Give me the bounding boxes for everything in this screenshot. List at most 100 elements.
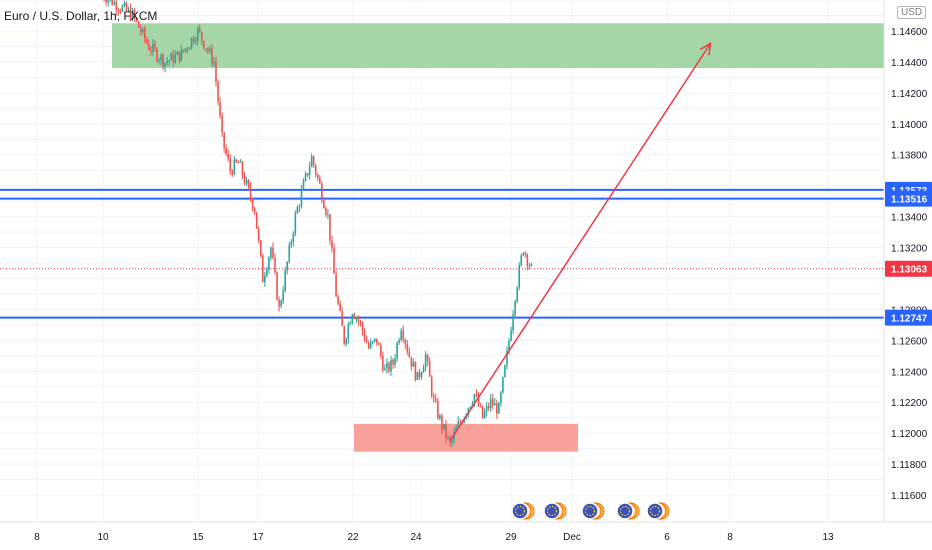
time-tick-label: 17 bbox=[252, 532, 264, 543]
price-tick-label: 1.13200 bbox=[891, 244, 928, 255]
candle-body bbox=[233, 159, 236, 175]
candle-body bbox=[404, 339, 407, 344]
candle-body bbox=[117, 10, 120, 12]
candle-body bbox=[394, 358, 396, 365]
candle-body bbox=[186, 48, 189, 50]
candle-body bbox=[310, 156, 313, 167]
candle-body bbox=[339, 303, 341, 311]
candle-body bbox=[493, 403, 496, 406]
eu-stars-icon bbox=[515, 506, 525, 516]
candle-body bbox=[496, 403, 498, 414]
candle-body bbox=[455, 427, 457, 432]
candle-body bbox=[113, 1, 116, 5]
time-axis[interactable]: 8 10 15 17 22 24 29 Dec 6 8 13 bbox=[34, 532, 834, 543]
candle-body bbox=[205, 48, 207, 50]
time-tick-label: 22 bbox=[347, 532, 359, 543]
candle-body bbox=[235, 159, 238, 162]
candle-body bbox=[292, 233, 295, 243]
candle-body bbox=[400, 330, 402, 341]
candle-body bbox=[270, 247, 272, 258]
candle-body bbox=[259, 240, 262, 256]
candle-body bbox=[321, 183, 323, 201]
flag-icon bbox=[581, 502, 599, 520]
candle-body bbox=[135, 17, 138, 22]
candle-body bbox=[172, 53, 175, 63]
candle-body bbox=[166, 61, 168, 63]
candle-body bbox=[156, 48, 158, 61]
price-axis[interactable]: 1.14600 1.14400 1.14200 1.14000 1.13800 1.134… bbox=[891, 27, 928, 502]
price-tick-label: 1.11800 bbox=[891, 460, 927, 471]
candle-body bbox=[428, 361, 431, 377]
candle-body bbox=[300, 189, 303, 207]
candle-body bbox=[422, 367, 425, 373]
candle-body bbox=[325, 208, 327, 215]
candle-body bbox=[245, 179, 248, 184]
candle-body bbox=[264, 275, 266, 283]
candle-body bbox=[396, 342, 398, 359]
candle-body bbox=[227, 153, 230, 159]
candle-body bbox=[266, 269, 268, 276]
candle-body bbox=[318, 177, 321, 184]
candle-body bbox=[351, 314, 354, 323]
candle-body bbox=[286, 261, 289, 271]
currency-badge[interactable]: USD bbox=[897, 6, 927, 19]
candle-body bbox=[188, 47, 191, 50]
candle-body bbox=[363, 331, 366, 340]
price-label-bg bbox=[885, 190, 932, 207]
price-tick-label: 1.11600 bbox=[891, 491, 927, 502]
price-tick-label: 1.14400 bbox=[891, 58, 928, 69]
candle-body bbox=[298, 206, 301, 208]
candle-body bbox=[520, 255, 523, 266]
price-label-text: 1.13063 bbox=[891, 265, 928, 276]
candle-body bbox=[219, 101, 221, 116]
candle-body bbox=[247, 179, 250, 187]
candle-body bbox=[192, 37, 195, 43]
candle-body bbox=[386, 362, 388, 369]
time-tick-label: 29 bbox=[505, 532, 517, 543]
candle-body bbox=[180, 49, 183, 61]
candle-body bbox=[508, 340, 510, 351]
candle-body bbox=[164, 62, 166, 67]
candle-body bbox=[479, 406, 482, 408]
candle-body bbox=[284, 270, 286, 291]
candle-body bbox=[241, 161, 244, 176]
candle-body bbox=[414, 362, 417, 380]
candle-body bbox=[491, 398, 494, 406]
candle-body bbox=[353, 314, 356, 319]
candle-body bbox=[485, 405, 488, 412]
candle-body bbox=[129, 8, 132, 20]
candle-body bbox=[369, 342, 372, 349]
price-label-text: 1.12747 bbox=[891, 314, 928, 325]
candle-body bbox=[237, 161, 240, 163]
time-tick-label: 13 bbox=[822, 532, 834, 543]
price-label-bg bbox=[885, 260, 932, 277]
arrow-shaft bbox=[449, 42, 712, 442]
candle-body bbox=[483, 411, 486, 418]
candle-body bbox=[133, 10, 136, 18]
price-label: 1.12747 bbox=[885, 309, 932, 326]
candle-body bbox=[367, 342, 370, 349]
candle-body bbox=[316, 174, 319, 178]
candle-body bbox=[359, 321, 362, 323]
candle-body bbox=[410, 357, 413, 367]
candle-body bbox=[337, 296, 339, 304]
candle-body bbox=[390, 359, 392, 372]
candle-body bbox=[262, 255, 264, 283]
candle-body bbox=[107, 0, 109, 3]
candle-body bbox=[347, 324, 350, 339]
candle-body bbox=[498, 403, 500, 414]
time-tick-label: 8 bbox=[727, 532, 733, 543]
price-label-bg bbox=[885, 309, 932, 326]
candle-body bbox=[282, 290, 284, 301]
candle-body bbox=[382, 355, 384, 371]
eu-stars-icon bbox=[620, 506, 630, 516]
candle-body bbox=[200, 31, 203, 41]
candle-body bbox=[341, 310, 343, 327]
candle-body bbox=[388, 362, 390, 372]
price-tick-label: 1.14600 bbox=[891, 27, 928, 38]
candle-body bbox=[231, 170, 234, 175]
candle-body bbox=[168, 60, 170, 62]
candle-body bbox=[424, 354, 427, 368]
